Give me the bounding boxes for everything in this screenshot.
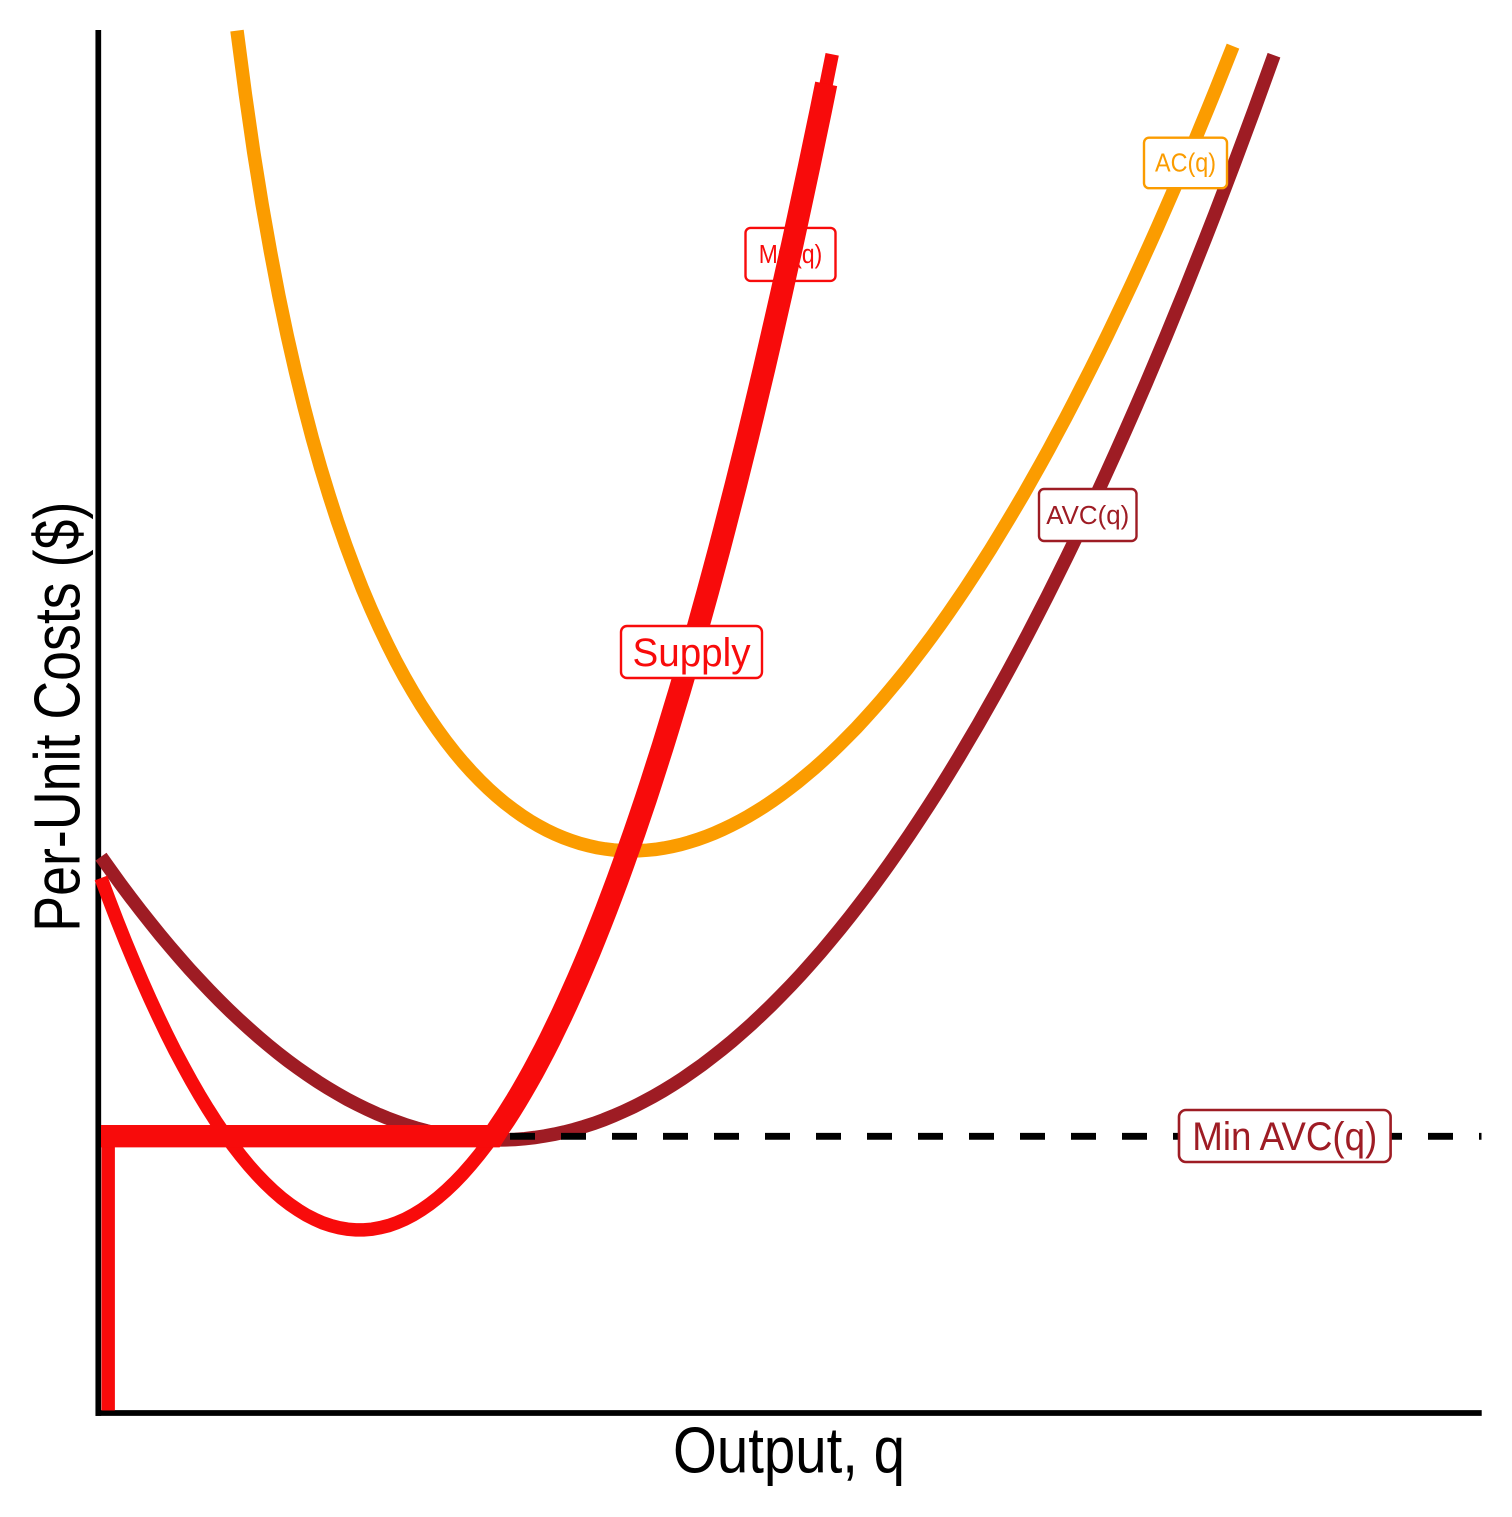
svg-text:Supply: Supply bbox=[633, 631, 751, 675]
svg-text:AC(q): AC(q) bbox=[1155, 150, 1216, 178]
svg-text:Output, q: Output, q bbox=[673, 1413, 905, 1486]
svg-text:AVC(q): AVC(q) bbox=[1046, 502, 1129, 530]
svg-text:Min AVC(q): Min AVC(q) bbox=[1192, 1115, 1377, 1159]
svg-text:Per-Unit Costs ($): Per-Unit Costs ($) bbox=[21, 502, 94, 932]
